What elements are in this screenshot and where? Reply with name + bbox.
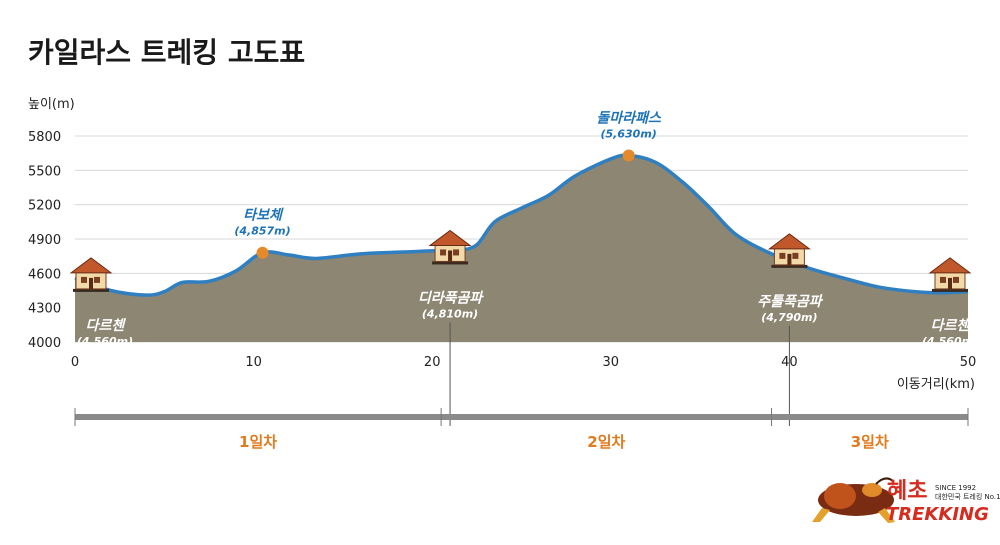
day-band: 1일차 2일차 3일차	[74, 408, 969, 451]
lodge-house-icon	[928, 257, 972, 292]
day-label: 1일차	[239, 433, 277, 451]
waypoint-markers: 다르첸(4,560m)타보체(4,857m)디라푹곰파(4,810m)돌마라패스…	[69, 110, 978, 426]
y-tick-label: 5800	[28, 130, 61, 145]
summit-dot-marker	[622, 149, 635, 162]
waypoint-altitude: (5,630m)	[601, 127, 657, 140]
waypoint-name: 다르첸	[86, 318, 127, 334]
summit-dot-marker	[256, 246, 269, 259]
chart-title: 카일라스 트레킹 고도표	[28, 36, 305, 69]
y-tick-label: 4000	[28, 336, 61, 351]
y-axis-label: 높이(m)	[28, 97, 75, 112]
y-tick-label: 5500	[28, 164, 61, 179]
day-band-bar	[75, 414, 968, 420]
y-tick-labels: 5800 5500 5200 4900 4600 4300 4000	[28, 130, 61, 351]
trekking-logo: 혜초 SINCE 1992 대한민국 트레킹 No.1 TREKKING	[812, 477, 1000, 525]
logo-tagline: 대한민국 트레킹 No.1	[935, 492, 1000, 501]
waypoint-altitude: (4,560m)	[922, 335, 978, 348]
x-tick-label: 10	[245, 355, 262, 370]
logo-since: SINCE 1992	[935, 484, 976, 492]
lodge-house-icon	[428, 229, 472, 265]
y-tick-label: 5200	[28, 199, 61, 214]
day-label: 3일차	[851, 433, 889, 451]
logo-sub-text: TREKKING	[886, 504, 989, 525]
waypoint-name: 타보체	[243, 208, 284, 224]
waypoint-altitude: (4,810m)	[422, 307, 478, 320]
waypoint-altitude: (4,790m)	[761, 311, 817, 324]
y-tick-label: 4300	[28, 302, 61, 317]
day-label: 2일차	[587, 433, 625, 451]
bull-icon	[812, 477, 895, 523]
waypoint-name: 다르첸	[931, 318, 972, 334]
lodge-house-icon	[767, 233, 811, 268]
x-tick-labels: 0 10 20 30 40 50	[71, 355, 976, 370]
waypoint-altitude: (4,857m)	[234, 225, 290, 238]
logo-main-text: 혜초	[887, 479, 927, 504]
x-tick-label: 30	[603, 355, 620, 370]
waypoint-name: 돌마라패스	[596, 110, 662, 126]
waypoint-altitude: (4,560m)	[77, 335, 133, 348]
waypoint-name: 주툴푹곰파	[757, 294, 824, 310]
x-tick-label: 0	[71, 355, 79, 370]
y-tick-label: 4600	[28, 267, 61, 282]
waypoint-name: 디라푹곰파	[418, 290, 485, 306]
elevation-area	[75, 155, 968, 342]
y-tick-label: 4900	[28, 233, 61, 248]
x-tick-label: 20	[424, 355, 441, 370]
lodge-house-icon	[69, 257, 113, 292]
x-axis-label: 이동거리(km)	[897, 377, 975, 392]
x-tick-label: 50	[960, 355, 977, 370]
